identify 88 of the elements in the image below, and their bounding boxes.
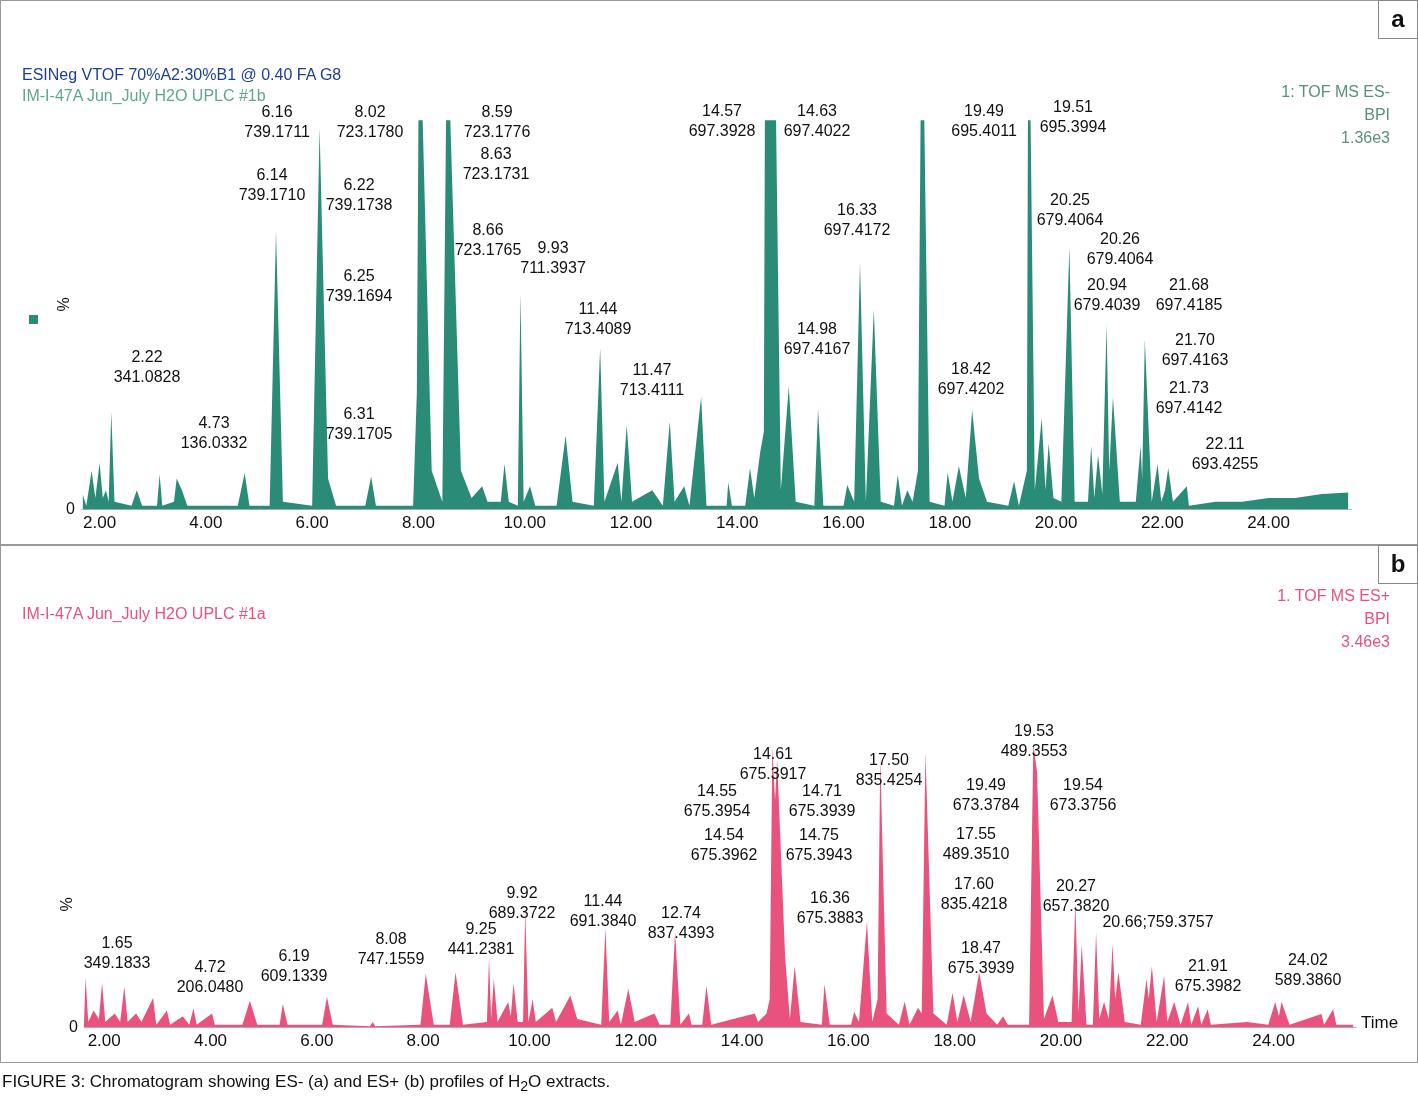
annotation: 24.02 589.3860	[1274, 950, 1342, 990]
annotation: 20.25 679.4064	[1036, 190, 1104, 230]
annotation: 6.19 609.1339	[260, 946, 328, 986]
annotation: 21.91 675.3982	[1174, 956, 1242, 996]
annotation: 11.47 713.4111	[619, 360, 685, 400]
annotation: 9.92 689.3722	[488, 883, 556, 922]
annotation: 14.98 697.4167	[783, 319, 851, 359]
annotation: 9.25 441.2381	[447, 919, 515, 959]
annotation: 20.27 657.3820	[1042, 876, 1110, 915]
x-tick-label: 2.00	[87, 1031, 121, 1051]
annotation: 21.70 697.4163	[1161, 330, 1229, 370]
x-tick-label: 2.00	[83, 513, 117, 533]
annotation: 14.55 675.3954	[683, 781, 751, 821]
x-tick-label: 24.00	[1247, 513, 1290, 533]
x-tick-label: 8.00	[401, 513, 435, 533]
annotation: 6.22 739.1738	[325, 175, 393, 215]
x-axis-title: Time	[1361, 1013, 1399, 1033]
annotation: 22.11 693.4255	[1191, 434, 1259, 474]
x-tick-label: 20.00	[1039, 1031, 1083, 1051]
annotation: 12.74 837.4393	[647, 903, 715, 943]
chart-title: ESINeg VTOF 70%A2:30%B1 @ 0.40 FA G8	[22, 65, 342, 85]
text: 0	[69, 1018, 79, 1036]
annotation: 20.94 679.4039	[1073, 275, 1141, 315]
x-tick-label: 6.00	[295, 513, 329, 533]
annotation: 19.49 695.4011	[951, 101, 1017, 141]
x-tick-label: 12.00	[614, 1031, 658, 1051]
x-tick-label: 8.00	[406, 1031, 440, 1051]
caption: FIGURE 3: Chromatogram showing ES- (a) and ES+ (b) profiles of H$_{2}$O extracts.	[2, 1072, 611, 1095]
x-tick-label: 18.00	[928, 513, 972, 533]
text: 0	[66, 500, 76, 518]
annotation: 14.75 675.3943	[785, 825, 853, 865]
x-tick-label: 10.00	[508, 1031, 551, 1051]
annotation: 14.57 697.3928	[688, 101, 756, 141]
annotation: 6.16 739.1711	[244, 102, 310, 142]
x-tick-label: 20.00	[1034, 513, 1078, 533]
annotation: 6.25 739.1694	[325, 266, 393, 306]
x-tick-label: 24.00	[1252, 1031, 1295, 1051]
annotation: 17.60 835.4218	[940, 874, 1008, 914]
x-tick-label: 4.00	[189, 513, 223, 533]
y-axis-title: %	[58, 897, 76, 912]
x-tick-label: 22.00	[1141, 513, 1184, 533]
text: a	[1378, 0, 1418, 39]
text: b	[1378, 545, 1418, 584]
x-tick-label: 14.00	[720, 1031, 764, 1051]
annotation: 17.50 835.4254	[855, 750, 923, 790]
annotation: 6.14 739.1710	[238, 165, 306, 205]
chart-title: IM-I-47A Jun_July H2O UPLC #1a	[22, 604, 266, 624]
annotation: 19.51 695.3994	[1039, 97, 1107, 137]
annotation: 19.54 673.3756	[1049, 775, 1117, 815]
annotation: 11.44 691.3840	[569, 891, 637, 931]
annotation: 1.65 349.1833	[83, 933, 151, 973]
x-tick-label: 16.00	[827, 1031, 870, 1051]
annotation: 1: TOF MS ES- BPI 1.36e3	[1281, 82, 1390, 148]
annotation: 14.54 675.3962	[690, 825, 758, 865]
annotation: 11.44 713.4089	[564, 299, 632, 339]
annotation: 18.47 675.3939	[947, 938, 1015, 978]
annotation: 8.02 723.1780	[336, 102, 404, 142]
x-tick-label: 6.00	[300, 1031, 334, 1051]
annotation: 8.63 723.1731	[462, 144, 530, 184]
annotation: 19.53 489.3553	[1000, 721, 1068, 761]
annotation: 17.55 489.3510	[942, 824, 1010, 864]
chart-subtitle: IM-I-47A Jun_July H2O UPLC #1b	[22, 86, 266, 105]
x-tick-label: 22.00	[1146, 1031, 1189, 1051]
text: 1. TOF MS ES+ BPI 3.46e3	[1277, 586, 1390, 652]
annotation: 4.73 136.0332	[180, 413, 248, 453]
annotation: 8.08 747.1559	[357, 929, 425, 969]
annotation: 4.72 206.0480	[176, 957, 244, 997]
x-tick-label: 18.00	[933, 1031, 976, 1051]
annotation: 14.63 697.4022	[783, 101, 851, 141]
annotation: 2.22 341.0828	[113, 347, 181, 387]
x-tick-label: 16.00	[822, 513, 865, 533]
annotation: 16.36 675.3883	[796, 888, 864, 928]
annotation: 18.42 697.4202	[937, 359, 1005, 399]
annotation: 21.73 697.4142	[1155, 378, 1223, 418]
annotation: 8.66 723.1765	[454, 220, 522, 260]
annotation: 14.71 675.3939	[788, 781, 856, 821]
annotation: 21.68 697.4185	[1155, 275, 1223, 315]
annotation: 20.26 679.4064	[1086, 229, 1154, 269]
annotation: 9.93 711.3937	[520, 238, 586, 278]
annotation: 8.59 723.1776	[463, 102, 531, 142]
x-tick-label: 14.00	[715, 513, 759, 533]
y-axis-title: %	[55, 297, 73, 312]
annotation: 16.33 697.4172	[823, 200, 891, 240]
x-tick-label: 10.00	[503, 513, 546, 533]
x-tick-label: 4.00	[193, 1031, 228, 1051]
annotation: 20.66;759.3757	[1102, 912, 1214, 932]
x-tick-label: 12.00	[609, 513, 653, 533]
annotation: 19.49 673.3784	[952, 775, 1020, 815]
